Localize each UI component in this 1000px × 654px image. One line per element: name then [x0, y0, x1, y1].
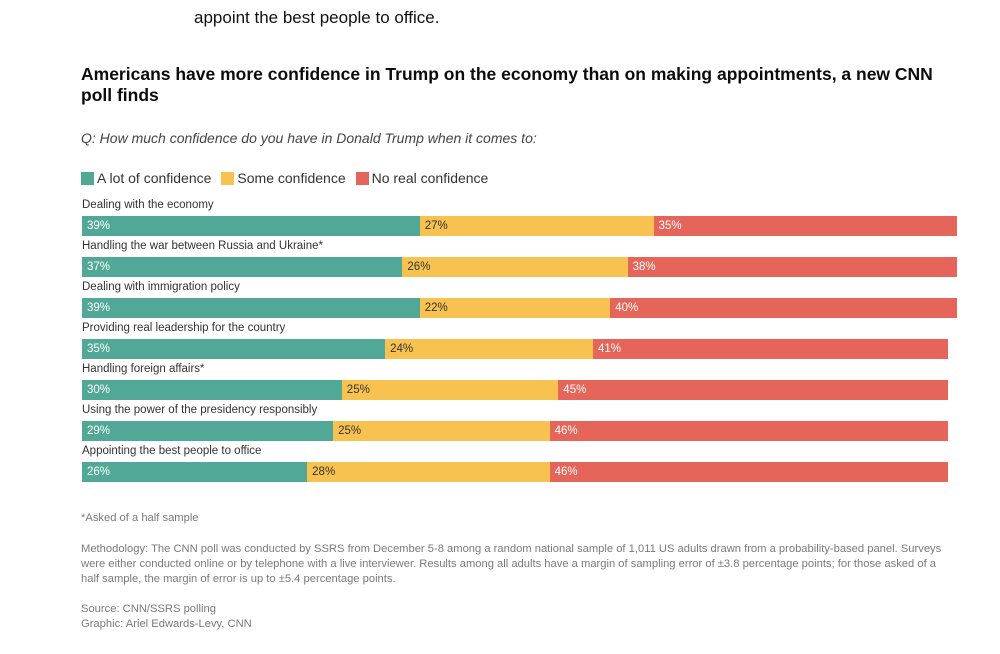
bar-segment-a-lot-of-confidence: 35%	[82, 339, 386, 359]
bar-segment-no-real-confidence: 41%	[592, 339, 948, 359]
category-label: Dealing with immigration policy	[82, 281, 240, 293]
bar-segment-a-lot-of-confidence: 39%	[82, 298, 420, 318]
stacked-bar: 26% 28% 46%	[82, 462, 948, 482]
bar-row: Dealing with immigration policy 39% 22% 40%	[82, 280, 957, 321]
stacked-bar: 35% 24% 41%	[82, 339, 948, 359]
bar-segment-a-lot-of-confidence: 39%	[82, 216, 420, 236]
bar-segment-some-confidence: 27%	[419, 216, 654, 236]
bar-row: Providing real leadership for the countr…	[82, 321, 948, 362]
bar-segment-some-confidence: 28%	[307, 462, 550, 482]
bar-segment-a-lot-of-confidence: 30%	[82, 380, 342, 400]
bar-segment-some-confidence: 25%	[333, 421, 550, 441]
category-label: Handling foreign affairs*	[82, 363, 205, 375]
stacked-bar: 39% 27% 35%	[82, 216, 957, 236]
legend-label: A lot of confidence	[97, 170, 212, 186]
bar-segment-no-real-confidence: 35%	[653, 216, 957, 236]
bar-segment-some-confidence: 24%	[385, 339, 593, 359]
category-label: Dealing with the economy	[82, 199, 214, 211]
legend: A lot of confidence Some confidence No rea…	[81, 170, 488, 186]
graphic-credit: Graphic: Ariel Edwards-Levy, CNN	[81, 618, 252, 630]
bar-segment-no-real-confidence: 46%	[549, 421, 948, 441]
bar-row: Handling foreign affairs* 30% 25% 45%	[82, 362, 948, 403]
bar-segment-some-confidence: 25%	[341, 380, 559, 400]
legend-item: No real confidence	[355, 170, 489, 186]
legend-swatch	[221, 171, 235, 185]
legend-label: No real confidence	[371, 170, 489, 186]
stacked-bar: 30% 25% 45%	[82, 380, 948, 400]
methodology: Methodology: The CNN poll was conducted …	[81, 543, 942, 585]
category-label: Handling the war between Russia and Ukra…	[82, 240, 324, 252]
legend-item: Some confidence	[221, 170, 346, 186]
bar-segment-a-lot-of-confidence: 29%	[82, 421, 334, 441]
bar-segment-no-real-confidence: 40%	[610, 298, 957, 318]
bar-segment-some-confidence: 26%	[402, 257, 628, 277]
bar-segment-no-real-confidence: 38%	[627, 257, 957, 277]
bar-segment-some-confidence: 22%	[419, 298, 611, 318]
bar-row: Handling the war between Russia and Ukra…	[82, 239, 957, 280]
article-lead-text: appoint the best people to office.	[194, 8, 440, 27]
chart-subtitle: Q: How much confidence do you have in Do…	[81, 130, 537, 146]
bar-segment-a-lot-of-confidence: 26%	[82, 462, 308, 482]
category-label: Appointing the best people to office	[82, 445, 262, 457]
stacked-bar: 29% 25% 46%	[82, 421, 948, 441]
stacked-bar: 39% 22% 40%	[82, 298, 957, 318]
legend-swatch	[355, 171, 369, 185]
bar-segment-a-lot-of-confidence: 37%	[82, 257, 403, 277]
legend-item: A lot of confidence	[81, 170, 211, 186]
bar-row: Appointing the best people to office 26% 2…	[82, 444, 948, 485]
legend-label: Some confidence	[237, 170, 346, 186]
bar-chart: Dealing with the economy 39% 27% 35% Handlin…	[82, 198, 957, 485]
bar-segment-no-real-confidence: 46%	[549, 462, 948, 482]
stacked-bar: 37% 26% 38%	[82, 257, 957, 277]
bar-row: Dealing with the economy 39% 27% 35%	[82, 198, 957, 239]
bar-segment-no-real-confidence: 45%	[558, 380, 948, 400]
category-label: Providing real leadership for the countr…	[82, 322, 286, 334]
chart-title: Americans have more confidence in Trump …	[81, 64, 933, 105]
bar-row: Using the power of the presidency respon…	[82, 403, 948, 444]
footnote: *Asked of a half sample	[81, 512, 199, 524]
category-label: Using the power of the presidency respon…	[82, 404, 318, 416]
source: Source: CNN/SSRS polling	[81, 603, 216, 615]
legend-swatch	[81, 171, 94, 185]
